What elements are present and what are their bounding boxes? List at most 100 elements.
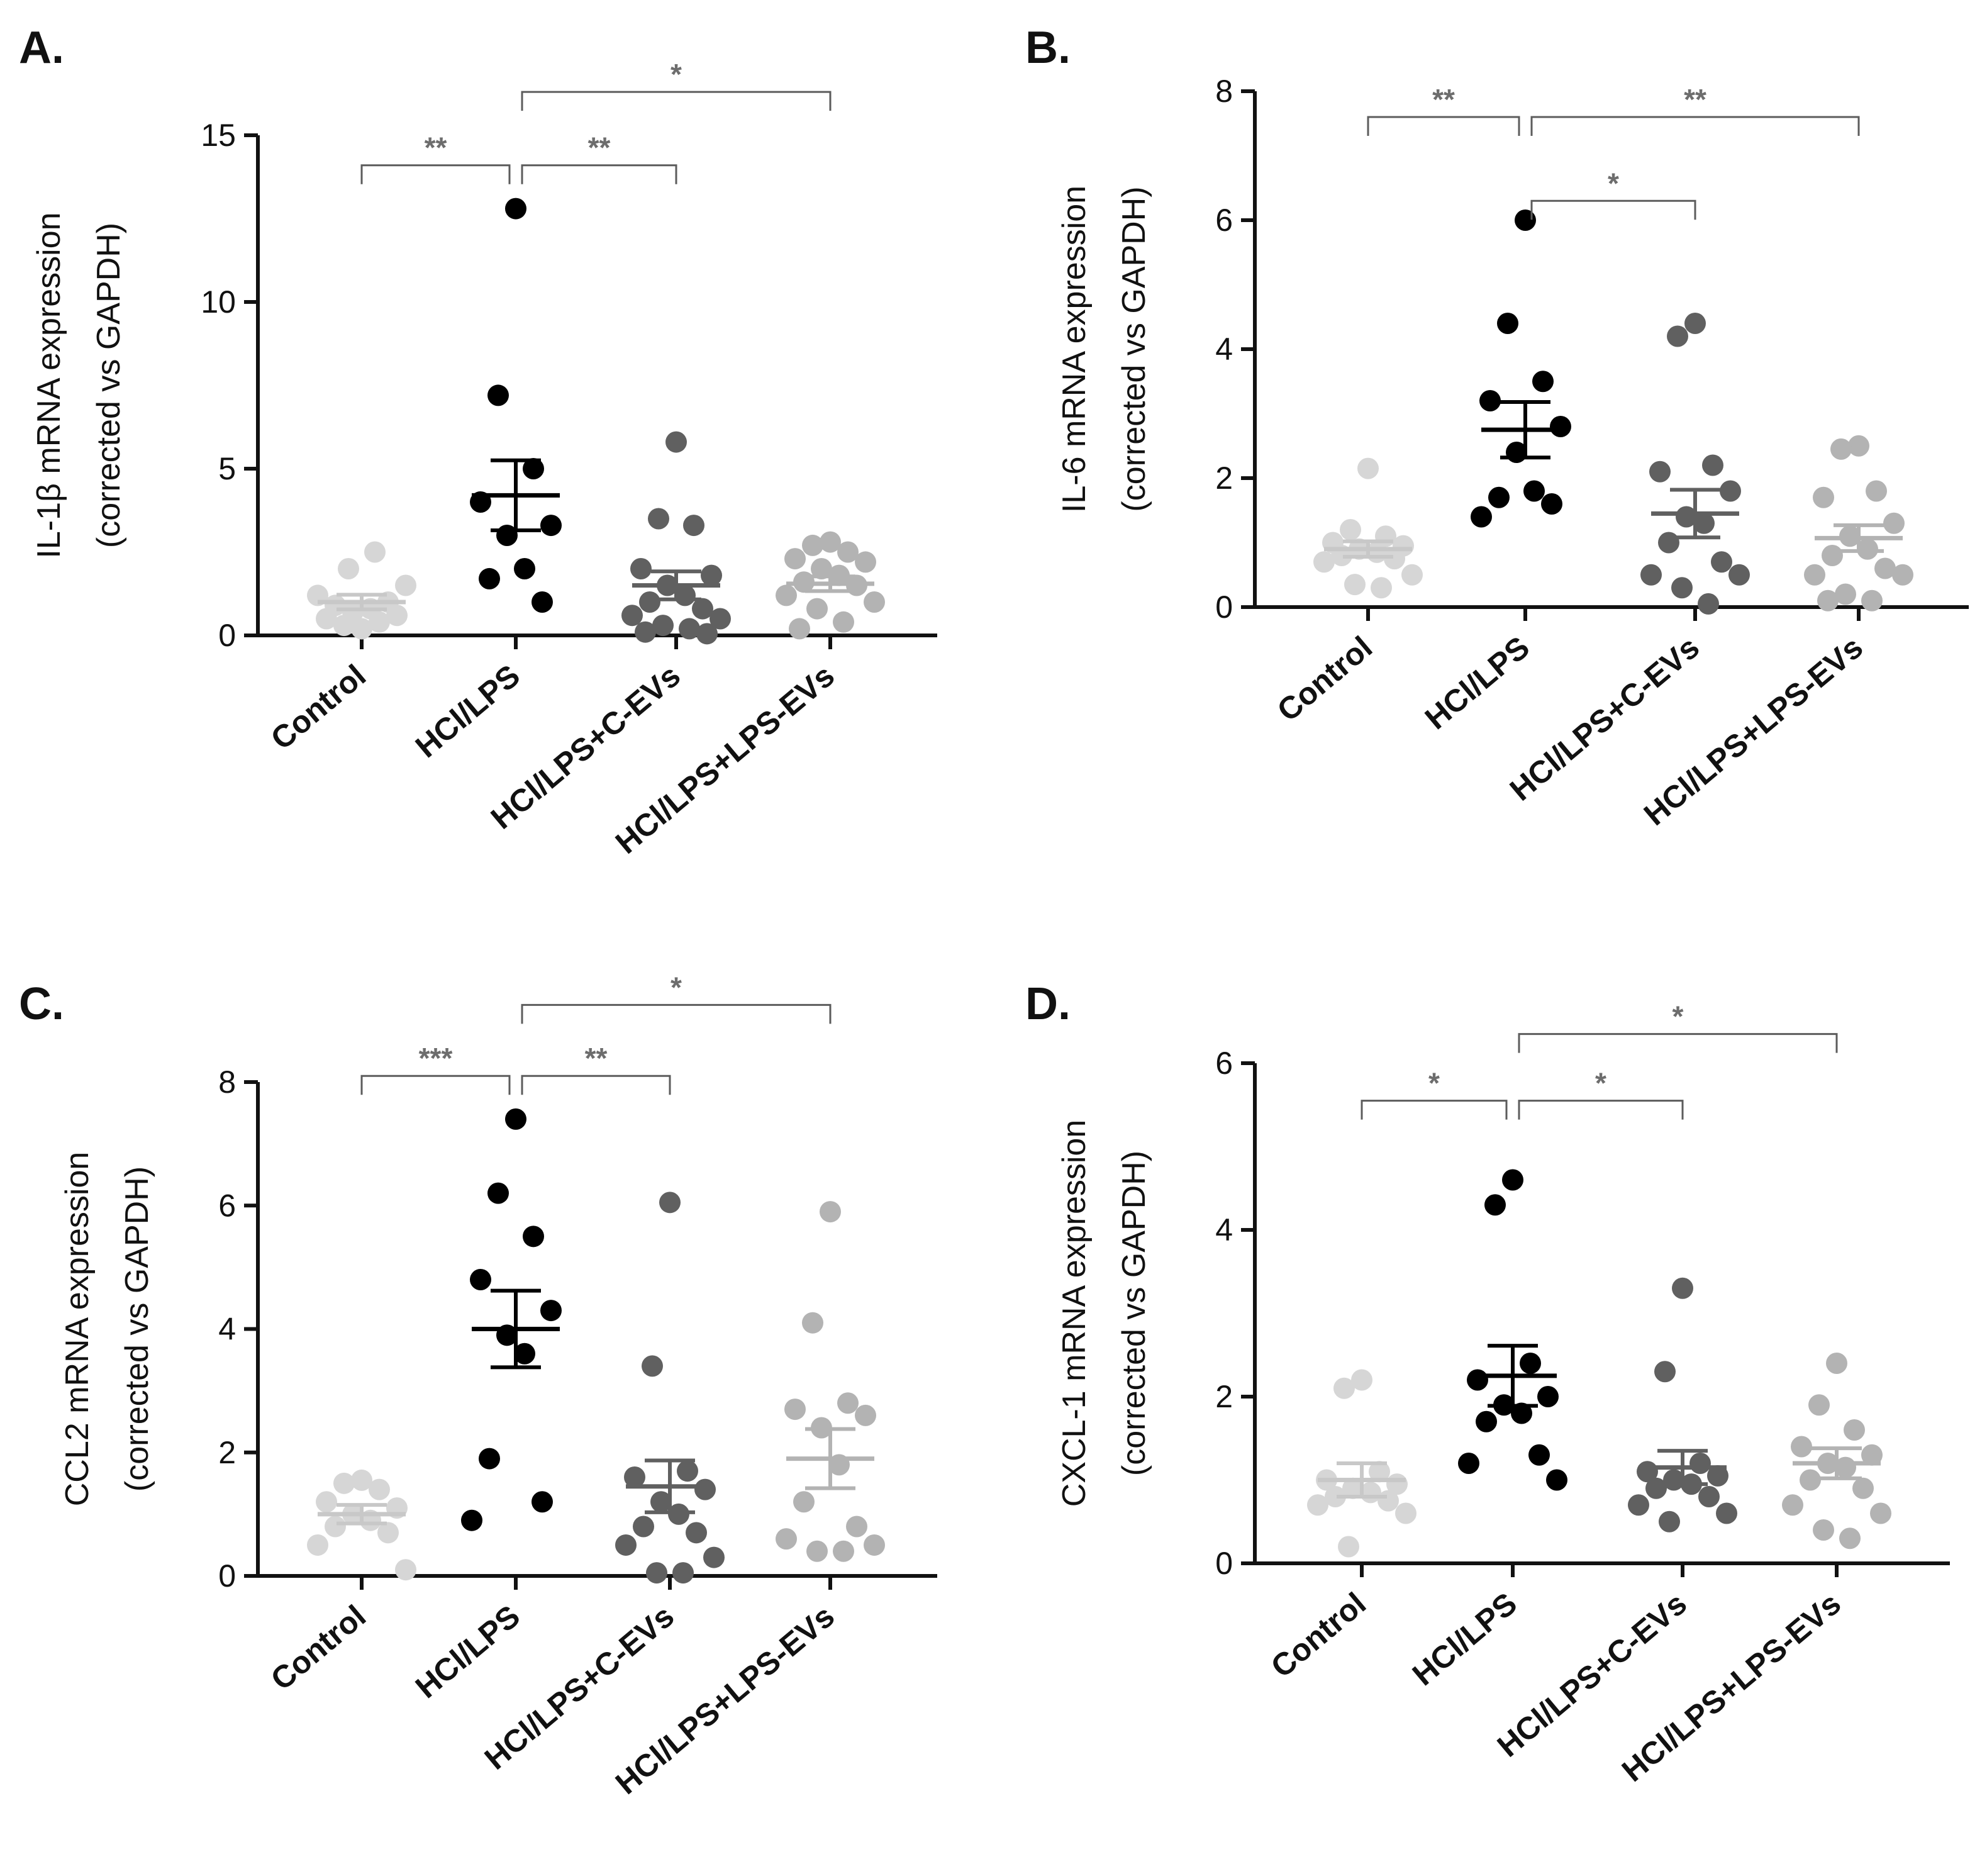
data-point [342, 601, 364, 623]
data-point [1325, 1486, 1346, 1507]
data-point [1654, 1361, 1676, 1383]
data-point [820, 531, 841, 553]
data-point [1479, 390, 1501, 411]
data-point [325, 1516, 346, 1538]
y-tick-label: 2 [1215, 1379, 1233, 1414]
data-point [540, 515, 562, 537]
data-point [1520, 1353, 1541, 1374]
y-tick-label: 0 [218, 1558, 236, 1594]
data-point [1813, 1519, 1834, 1541]
significance-bracket [360, 164, 511, 184]
data-point [806, 1540, 828, 1562]
data-point [351, 618, 372, 640]
significance-bracket [521, 164, 677, 184]
data-point [665, 431, 687, 453]
data-point [683, 515, 704, 537]
significance-bracket [521, 91, 832, 111]
data-point [793, 1491, 815, 1513]
data-point [1857, 538, 1878, 560]
data-point [523, 458, 544, 479]
y-axis-label-line2: (corrected vs GAPDH) [1116, 1151, 1152, 1476]
data-point [1791, 1436, 1812, 1458]
data-point [479, 567, 500, 589]
data-point [1640, 564, 1662, 586]
data-point [1728, 564, 1750, 586]
data-point [1384, 548, 1405, 570]
y-axis-label-line1: CCL2 mRNA expression [59, 1152, 96, 1507]
data-point [1515, 209, 1536, 231]
y-tick-label: 6 [1215, 1046, 1233, 1081]
data-point [630, 558, 652, 579]
data-point [1861, 589, 1883, 611]
y-tick-label: 2 [218, 1435, 236, 1470]
significance-label: * [671, 971, 682, 1003]
y-axis-label-line1: CXCL-1 mRNA expression [1056, 1120, 1093, 1507]
y-axis-label-line2: (corrected vs GAPDH) [91, 223, 127, 548]
panel-a: A. IL-1β mRNA expression (corrected vs GAP… [19, 23, 937, 861]
data-point [1852, 1477, 1874, 1499]
data-point [1720, 480, 1741, 502]
data-point [833, 1540, 854, 1562]
data-point [855, 551, 876, 573]
data-point [1870, 1502, 1891, 1524]
significance-label: ** [425, 131, 447, 164]
y-tick-label: 5 [218, 451, 236, 486]
data-point [1800, 1469, 1821, 1491]
data-point [692, 598, 713, 620]
data-point [837, 1392, 859, 1414]
data-point [1357, 457, 1379, 479]
x-category-label: Control [1264, 1586, 1372, 1685]
significance-bracket [1518, 1100, 1684, 1120]
data-point [1844, 1419, 1865, 1441]
data-point [1684, 313, 1706, 334]
data-point [1628, 1494, 1649, 1516]
data-point [1528, 1444, 1550, 1466]
data-point [1458, 1453, 1479, 1474]
data-point [1467, 1369, 1488, 1391]
y-tick-label: 8 [218, 1064, 236, 1100]
y-tick-label: 0 [1215, 1546, 1233, 1581]
data-point [820, 1201, 841, 1223]
data-point [479, 1448, 500, 1470]
data-point [307, 1534, 328, 1556]
panel-letter: A. [19, 23, 64, 73]
data-point [1839, 1527, 1861, 1549]
y-tick-label: 6 [1215, 203, 1233, 238]
y-axis-label-line1: IL-1β mRNA expression [31, 212, 67, 558]
significance-label: ** [585, 1042, 608, 1075]
data-point [369, 1478, 390, 1500]
y-tick-label: 6 [218, 1188, 236, 1223]
data-point [514, 558, 535, 579]
data-point [532, 1491, 553, 1513]
data-point [395, 574, 416, 596]
data-point [679, 618, 700, 640]
data-point [1307, 1494, 1328, 1516]
data-point [1541, 493, 1562, 515]
data-point [1782, 1494, 1803, 1516]
significance-bracket [1530, 116, 1860, 136]
panel-b: B. IL-6 mRNA expression (corrected vs GAPD… [1025, 23, 1969, 832]
data-point [377, 1522, 399, 1544]
data-point [1848, 435, 1869, 457]
data-point [523, 1226, 544, 1248]
x-category-label: Control [264, 658, 372, 757]
data-point [802, 1312, 823, 1334]
data-point [694, 1478, 716, 1500]
data-point [1471, 506, 1492, 528]
data-point [1351, 1369, 1372, 1391]
data-point [1835, 583, 1856, 605]
y-axis-label-line2: (corrected vs GAPDH) [1116, 186, 1152, 511]
data-point [1693, 512, 1715, 534]
data-point [642, 1355, 663, 1377]
data-point [1537, 1386, 1559, 1407]
data-point [864, 591, 885, 613]
data-point [505, 198, 526, 220]
significance-bracket [1361, 1100, 1508, 1120]
data-point [540, 1300, 562, 1322]
data-point [1369, 1461, 1390, 1483]
data-point [1649, 461, 1671, 483]
data-point [710, 608, 731, 630]
significance-label: * [1608, 167, 1619, 199]
data-point [837, 541, 859, 563]
data-point [833, 611, 854, 633]
